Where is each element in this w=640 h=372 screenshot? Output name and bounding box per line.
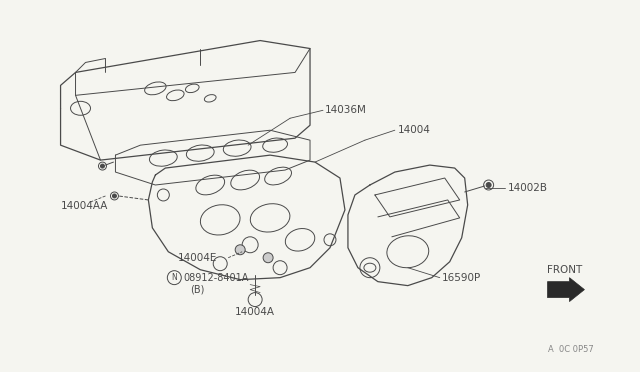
Circle shape [235, 245, 245, 255]
Text: 16590P: 16590P [442, 273, 481, 283]
Text: 14004: 14004 [398, 125, 431, 135]
Text: 14004AA: 14004AA [61, 201, 108, 211]
Circle shape [486, 183, 491, 187]
Text: 14004E: 14004E [179, 253, 218, 263]
Text: 08912-8401A: 08912-8401A [183, 273, 249, 283]
Text: (B): (B) [190, 285, 205, 295]
Text: 14036M: 14036M [325, 105, 367, 115]
Polygon shape [547, 278, 584, 302]
Text: N: N [172, 273, 177, 282]
Circle shape [113, 194, 116, 198]
Text: 14004A: 14004A [235, 307, 275, 317]
Text: FRONT: FRONT [547, 265, 582, 275]
Circle shape [263, 253, 273, 263]
Text: 14002B: 14002B [508, 183, 548, 193]
Text: A  0C 0P57: A 0C 0P57 [547, 345, 593, 354]
Circle shape [100, 164, 104, 168]
